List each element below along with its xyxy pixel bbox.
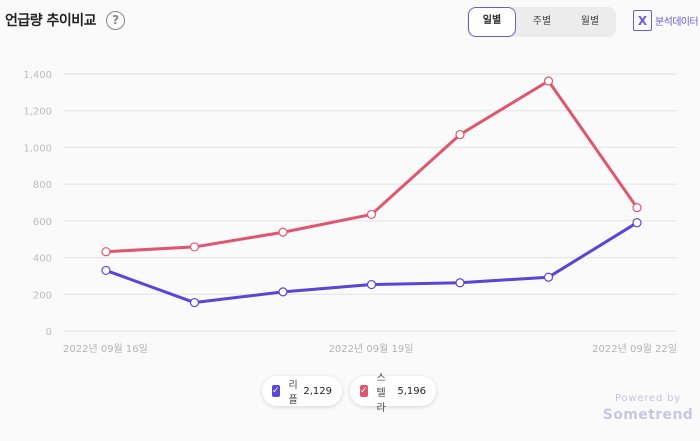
data-point — [278, 287, 288, 297]
data-point — [543, 272, 554, 282]
y-tick-label: 200 — [33, 290, 52, 301]
y-tick-label: 600 — [33, 217, 52, 228]
tab-monthly[interactable]: 월별 — [580, 16, 600, 27]
y-tick-label: 0 — [46, 327, 52, 338]
data-point — [101, 265, 111, 276]
data-point — [455, 278, 465, 288]
data-point — [366, 209, 377, 220]
tab-daily[interactable]: 일별 — [468, 7, 516, 37]
data-point — [189, 242, 200, 252]
data-point — [632, 218, 642, 228]
legend-series-name: 스텔라 — [376, 372, 386, 414]
data-point — [543, 76, 554, 86]
legend-series-name: 리플 — [288, 380, 298, 406]
chart-header: 언급량 추이비교 ? — [5, 10, 126, 30]
series-line — [104, 221, 639, 305]
x-tick-label: 2022년 09월 16일 — [63, 343, 148, 355]
legend-checkbox-icon: ✓ — [272, 385, 280, 397]
legend-series-total: 2,129 — [303, 385, 332, 397]
tab-weekly[interactable]: 주별 — [532, 16, 552, 27]
data-point — [366, 279, 377, 290]
legend-item-stellar[interactable]: ✓ 스텔라 5,196 — [350, 373, 436, 414]
x-tick-label: 2022년 09월 22일 — [592, 343, 677, 355]
x-tick-label: 2022년 09월 19일 — [329, 343, 414, 355]
y-tick-label: 1,000 — [23, 143, 52, 154]
download-data-label: 분석데이터 — [655, 17, 699, 28]
data-point — [455, 129, 465, 140]
y-tick-label: 400 — [33, 254, 52, 265]
brand-logo: Sometrend — [602, 407, 694, 423]
y-tick-label: 1,200 — [23, 107, 52, 118]
legend-series-total: 5,196 — [397, 385, 426, 397]
legend-item-ripple[interactable]: ✓ 리플 2,129 — [262, 376, 342, 406]
question-icon[interactable]: ? — [106, 10, 126, 30]
y-tick-label: 800 — [33, 180, 52, 191]
excel-icon: X — [633, 10, 652, 31]
period-tabs: 일별 주별 월별 — [467, 7, 616, 37]
y-tick-label: 1,400 — [23, 70, 52, 81]
data-point — [189, 297, 200, 308]
download-data-button[interactable]: X 분석데이터 — [633, 10, 699, 31]
series-line — [104, 79, 639, 254]
powered-by-label: Powered by — [615, 393, 681, 404]
legend-checkbox-icon: ✓ — [360, 385, 368, 397]
data-point — [101, 247, 111, 257]
page-title: 언급량 추이비교 — [5, 13, 97, 29]
data-point — [632, 203, 642, 213]
data-point — [278, 227, 288, 237]
